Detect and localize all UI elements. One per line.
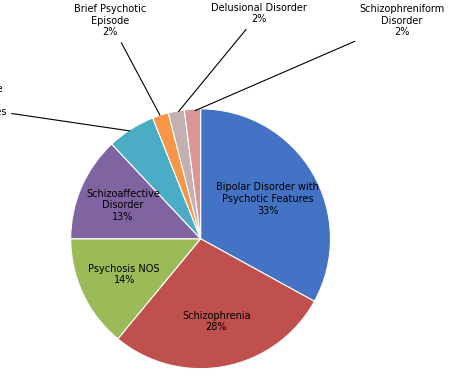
Wedge shape (185, 109, 201, 239)
Wedge shape (201, 109, 330, 301)
Wedge shape (169, 110, 201, 239)
Text: Major Depressive
Disorder with
Psychotic Features
6%: Major Depressive Disorder with Psychotic… (0, 84, 130, 131)
Text: Schizophrenia
28%: Schizophrenia 28% (182, 311, 251, 332)
Wedge shape (112, 118, 201, 239)
Wedge shape (71, 239, 201, 339)
Wedge shape (71, 144, 201, 239)
Text: Bipolar Disorder with
Psychotic Features
33%: Bipolar Disorder with Psychotic Features… (216, 183, 319, 216)
Text: Delusional Disorder
2%: Delusional Disorder 2% (178, 3, 307, 112)
Wedge shape (118, 239, 314, 369)
Text: Brief Psychotic
Episode
2%: Brief Psychotic Episode 2% (74, 4, 160, 115)
Text: Schizoaffective
Disorder
13%: Schizoaffective Disorder 13% (86, 189, 160, 222)
Wedge shape (153, 113, 201, 239)
Text: Schizophreniform
Disorder
2%: Schizophreniform Disorder 2% (195, 4, 445, 111)
Text: Psychosis NOS
14%: Psychosis NOS 14% (88, 264, 160, 285)
